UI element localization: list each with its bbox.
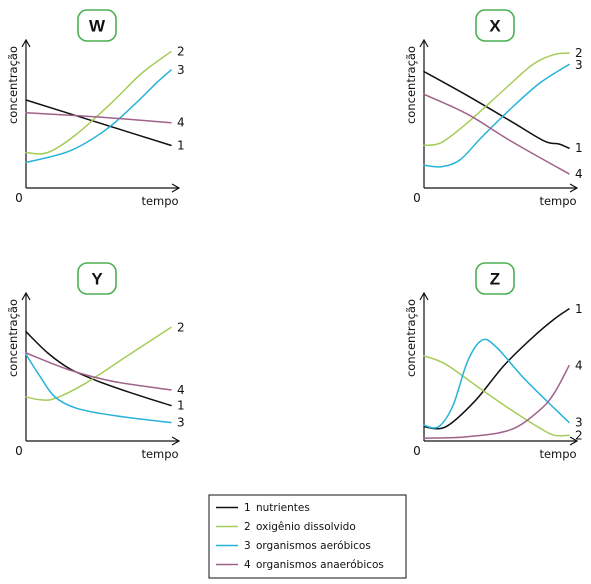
series-line-nutrientes	[25, 330, 172, 407]
series-label: 2	[177, 320, 185, 334]
panel-letter: Z	[490, 270, 500, 289]
y-axis-arrow-icon	[21, 291, 31, 301]
series-line-anaerobicos	[25, 111, 172, 124]
series-line-aerobicos	[423, 338, 570, 429]
series-label: 4	[177, 116, 185, 130]
chart-panels: Wconcentraçãotempo02341Xconcentraçãotemp…	[6, 9, 583, 461]
series-label: 3	[575, 58, 583, 72]
panel-badge	[475, 262, 515, 295]
legend-item-oxigenio: 2 oxigênio dissolvido	[216, 521, 356, 533]
series-line-anaerobicos	[423, 364, 570, 439]
series-line-nutrientes	[423, 308, 570, 430]
legend-item-nutrientes: 1 nutrientes	[216, 502, 310, 514]
x-axis-arrow-icon	[569, 183, 579, 193]
series-line-oxigenio	[423, 355, 570, 437]
x-axis-label: tempo	[141, 447, 178, 461]
x-axis-arrow-icon	[171, 183, 181, 193]
legend-item-anaerobicos: 4 organismos anaeróbicos	[216, 559, 384, 571]
y-axis-arrow-icon	[419, 291, 429, 301]
legend: 1 nutrientes 2 oxigênio dissolvido 3 organism…	[208, 494, 407, 579]
x-axis-label: tempo	[539, 447, 576, 461]
panel-letter: W	[89, 17, 106, 36]
y-axis-arrow-icon	[419, 38, 429, 48]
panel-letter: Y	[91, 270, 103, 289]
series-label: 1	[177, 399, 185, 413]
panel-badge	[77, 9, 117, 42]
series-label: 1	[575, 141, 583, 155]
series-label: 4	[177, 383, 185, 397]
legend-items: 1 nutrientes 2 oxigênio dissolvido 3 organism…	[216, 502, 384, 571]
legend-number: 3	[244, 540, 251, 552]
y-axis-arrow-icon	[21, 38, 31, 48]
y-axis-label: concentração	[6, 46, 20, 124]
series-label: 3	[177, 63, 185, 77]
series-label: 1	[177, 138, 185, 152]
series-line-oxigenio	[25, 326, 172, 401]
series-label: 3	[575, 416, 583, 430]
panel-badge	[77, 262, 117, 295]
series-line-nutrientes	[423, 70, 570, 149]
series-line-aerobicos	[423, 63, 570, 168]
series-line-nutrientes	[25, 99, 172, 147]
origin-label: 0	[413, 191, 421, 205]
panel-badge	[475, 9, 515, 42]
origin-label: 0	[15, 444, 23, 458]
origin-label: 0	[15, 191, 23, 205]
x-axis-arrow-icon	[171, 436, 181, 446]
series-line-aerobicos	[25, 353, 172, 424]
series-label: 2	[575, 428, 583, 442]
series-line-oxigenio	[423, 52, 570, 147]
origin-label: 0	[413, 444, 421, 458]
legend-label: nutrientes	[256, 502, 310, 514]
x-axis-arrow-icon	[569, 436, 579, 446]
y-axis-label: concentração	[404, 46, 418, 124]
series-line-aerobicos	[25, 69, 172, 164]
legend-label: organismos anaeróbicos	[256, 559, 384, 571]
legend-item-aerobicos: 3 organismos aeróbicos	[216, 540, 371, 552]
series-line-anaerobicos	[423, 93, 570, 175]
legend-number: 1	[244, 502, 251, 514]
y-axis-label: concentração	[6, 299, 20, 377]
panel-letter: X	[489, 17, 501, 36]
y-axis-label: concentração	[404, 299, 418, 377]
series-label: 4	[575, 359, 583, 373]
series-label: 3	[177, 416, 185, 430]
series-label: 1	[575, 302, 583, 316]
legend-number: 4	[244, 559, 251, 571]
legend-label: oxigênio dissolvido	[256, 521, 356, 533]
legend-box	[208, 494, 407, 579]
series-label: 4	[575, 167, 583, 181]
legend-number: 2	[244, 521, 251, 533]
series-line-oxigenio	[25, 50, 172, 155]
x-axis-label: tempo	[539, 194, 576, 208]
series-line-anaerobicos	[25, 352, 172, 391]
series-label: 2	[177, 45, 185, 59]
series-label: 2	[575, 46, 583, 60]
x-axis-label: tempo	[141, 194, 178, 208]
legend-label: organismos aeróbicos	[256, 540, 371, 552]
